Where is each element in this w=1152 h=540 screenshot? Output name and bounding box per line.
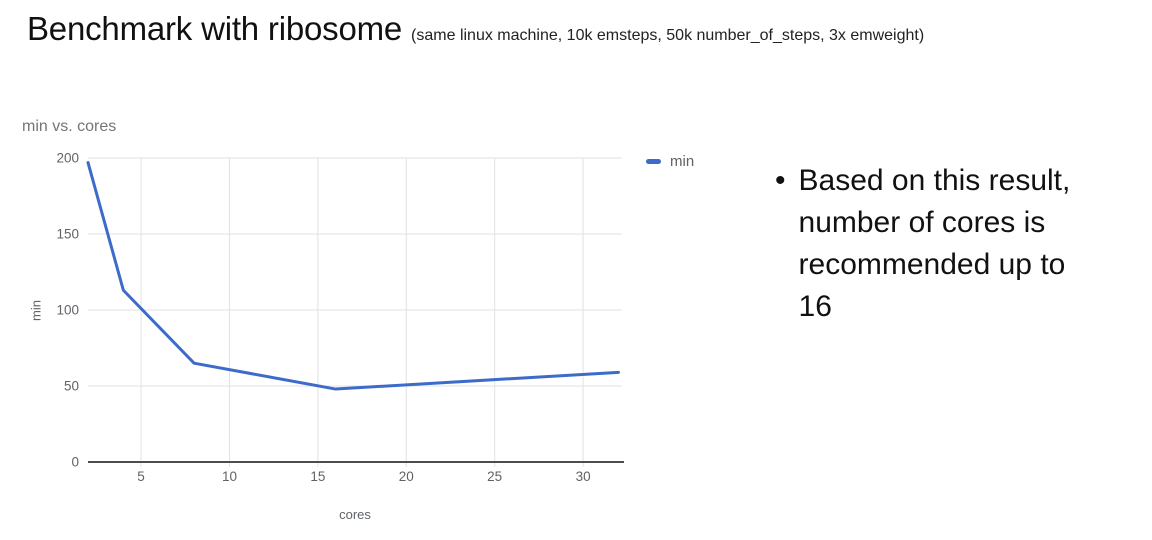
svg-text:150: 150	[56, 227, 79, 242]
svg-text:15: 15	[310, 469, 325, 484]
slide-subtitle: (same linux machine, 10k emsteps, 50k nu…	[411, 27, 925, 44]
chart-title: min vs. cores	[22, 118, 117, 135]
line-chart-plot: 0 50 100 150 200 5 10 15 20 25 30	[56, 151, 624, 484]
svg-text:5: 5	[137, 469, 145, 484]
svg-text:30: 30	[576, 469, 591, 484]
legend-swatch-icon	[646, 159, 661, 164]
svg-text:200: 200	[56, 151, 79, 166]
chart-panel[interactable]: min vs. cores 0 50 100 150 200 5 10 15 20 25 30 co…	[20, 113, 740, 533]
notes-panel: • Based on this result, number of cores …	[775, 160, 1141, 328]
svg-text:10: 10	[222, 469, 237, 484]
svg-text:0: 0	[71, 455, 79, 470]
svg-text:20: 20	[399, 469, 414, 484]
slide-title: Benchmark with ribosome	[27, 10, 403, 47]
y-axis-title: min	[28, 300, 44, 321]
legend-label: min	[670, 153, 695, 170]
x-axis-title: cores	[339, 507, 371, 522]
bullet-text: Based on this result, number of cores is…	[798, 164, 1071, 323]
slide-header: Benchmark with ribosome (same linux mach…	[27, 10, 924, 48]
bullet-icon: •	[775, 164, 786, 197]
svg-text:25: 25	[487, 469, 502, 484]
svg-text:100: 100	[56, 303, 79, 318]
chart-legend: min	[646, 153, 694, 170]
svg-text:50: 50	[64, 379, 79, 394]
